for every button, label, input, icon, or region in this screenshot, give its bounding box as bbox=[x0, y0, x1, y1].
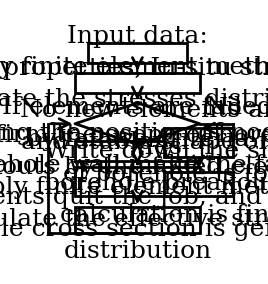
Text: Confirm the scope of borehole
breakouts by the failed elements: Confirm the scope of borehole breakouts … bbox=[0, 124, 268, 179]
Bar bbox=[87, 43, 187, 62]
Text: Write down the shape of
borehole breakouts, and
calculation is finished: Write down the shape of borehole breakou… bbox=[44, 140, 268, 227]
Polygon shape bbox=[75, 103, 200, 145]
Text: If elements are failed
by failure criteria: If elements are failed by failure criter… bbox=[2, 96, 268, 151]
Bar bbox=[164, 172, 233, 196]
Text: Apply finite element method to
calculate the stresses distribution: Apply finite element method to calculate… bbox=[0, 56, 268, 111]
Bar bbox=[75, 141, 200, 161]
Text: No: No bbox=[206, 97, 243, 120]
Text: No new elements are failed,
and stable shape of the wall
of borehole is formed: No new elements are failed, and stable s… bbox=[20, 99, 268, 186]
Text: Moving the position of nodes of
borehole wall make the failed
elements quit the : Moving the position of nodes of borehole… bbox=[0, 122, 268, 241]
Bar bbox=[75, 168, 200, 196]
Text: Reapply finite element method to
calculate the effective stresses
distribution: Reapply finite element method to calcula… bbox=[0, 176, 268, 264]
Bar bbox=[75, 74, 200, 93]
Bar bbox=[164, 128, 233, 156]
Text: Yes: Yes bbox=[140, 136, 182, 159]
Text: Input data:
Rock properties, In-situ stresses: Input data: Rock properties, In-situ str… bbox=[0, 25, 268, 80]
Bar bbox=[75, 207, 200, 233]
